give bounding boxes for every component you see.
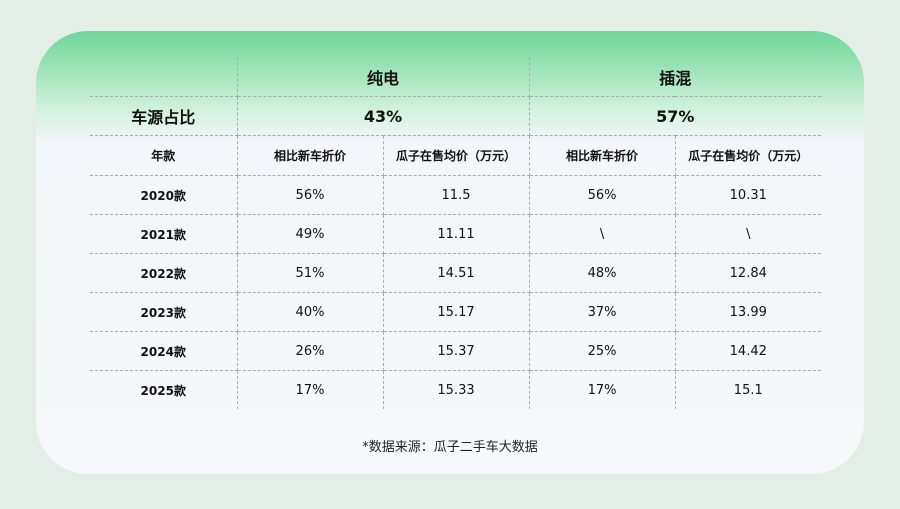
column-header-bev-price: 瓜子在售均价（万元） (382, 135, 530, 176)
row-year: 2025款 (90, 370, 238, 409)
column-header-year: 年款 (90, 135, 238, 176)
phev-price-cell: 10.31 (674, 175, 822, 215)
bev-price-cell: 14.51 (382, 253, 530, 293)
column-header-phev-discount: 相比新车折价 (528, 135, 676, 176)
group-header-bev: 纯电 (236, 57, 530, 97)
bev-discount-cell: 51% (236, 253, 384, 293)
bev-price-cell: 11.11 (382, 214, 530, 254)
share-row: 车源占比 43% 57% (90, 96, 822, 136)
group-header-phev: 插混 (528, 57, 822, 97)
price-table: 纯电 插混 车源占比 43% 57% 年款 相比新车折价 瓜子在售均价（万元） … (90, 57, 822, 409)
group-header-empty (90, 57, 238, 97)
phev-price-cell: 13.99 (674, 292, 822, 332)
row-year: 2023款 (90, 292, 238, 332)
row-year: 2020款 (90, 175, 238, 215)
column-header-row: 年款 相比新车折价 瓜子在售均价（万元） 相比新车折价 瓜子在售均价（万元） (90, 135, 822, 176)
phev-discount-cell: 48% (528, 253, 676, 293)
row-year: 2022款 (90, 253, 238, 293)
bev-discount-cell: 40% (236, 292, 384, 332)
data-card: 纯电 插混 车源占比 43% 57% 年款 相比新车折价 瓜子在售均价（万元） … (36, 31, 864, 474)
bev-price-cell: 15.37 (382, 331, 530, 371)
table-row: 2023款 40% 15.17 37% 13.99 (90, 292, 822, 332)
phev-price-cell: 14.42 (674, 331, 822, 371)
table-row: 2022款 51% 14.51 48% 12.84 (90, 253, 822, 293)
phev-discount-cell: 25% (528, 331, 676, 371)
share-phev: 57% (528, 96, 822, 136)
bev-discount-cell: 26% (236, 331, 384, 371)
row-year: 2021款 (90, 214, 238, 254)
bev-price-cell: 15.33 (382, 370, 530, 409)
column-header-bev-discount: 相比新车折价 (236, 135, 384, 176)
phev-price-cell: 15.1 (674, 370, 822, 409)
data-source-footnote: *数据来源：瓜子二手车大数据 (362, 440, 538, 455)
phev-price-cell: \ (674, 214, 822, 254)
bev-discount-cell: 17% (236, 370, 384, 409)
bev-discount-cell: 56% (236, 175, 384, 215)
phev-discount-cell: \ (528, 214, 676, 254)
bev-price-cell: 15.17 (382, 292, 530, 332)
group-header-row: 纯电 插混 (90, 57, 822, 97)
share-bev: 43% (236, 96, 530, 136)
phev-price-cell: 12.84 (674, 253, 822, 293)
phev-discount-cell: 37% (528, 292, 676, 332)
bev-price-cell: 11.5 (382, 175, 530, 215)
table-row: 2025款 17% 15.33 17% 15.1 (90, 370, 822, 409)
table-row: 2020款 56% 11.5 56% 10.31 (90, 175, 822, 215)
row-year: 2024款 (90, 331, 238, 371)
table-row: 2021款 49% 11.11 \ \ (90, 214, 822, 254)
column-header-phev-price: 瓜子在售均价（万元） (674, 135, 822, 176)
bev-discount-cell: 49% (236, 214, 384, 254)
table-row: 2024款 26% 15.37 25% 14.42 (90, 331, 822, 371)
phev-discount-cell: 17% (528, 370, 676, 409)
phev-discount-cell: 56% (528, 175, 676, 215)
share-label: 车源占比 (90, 96, 238, 136)
